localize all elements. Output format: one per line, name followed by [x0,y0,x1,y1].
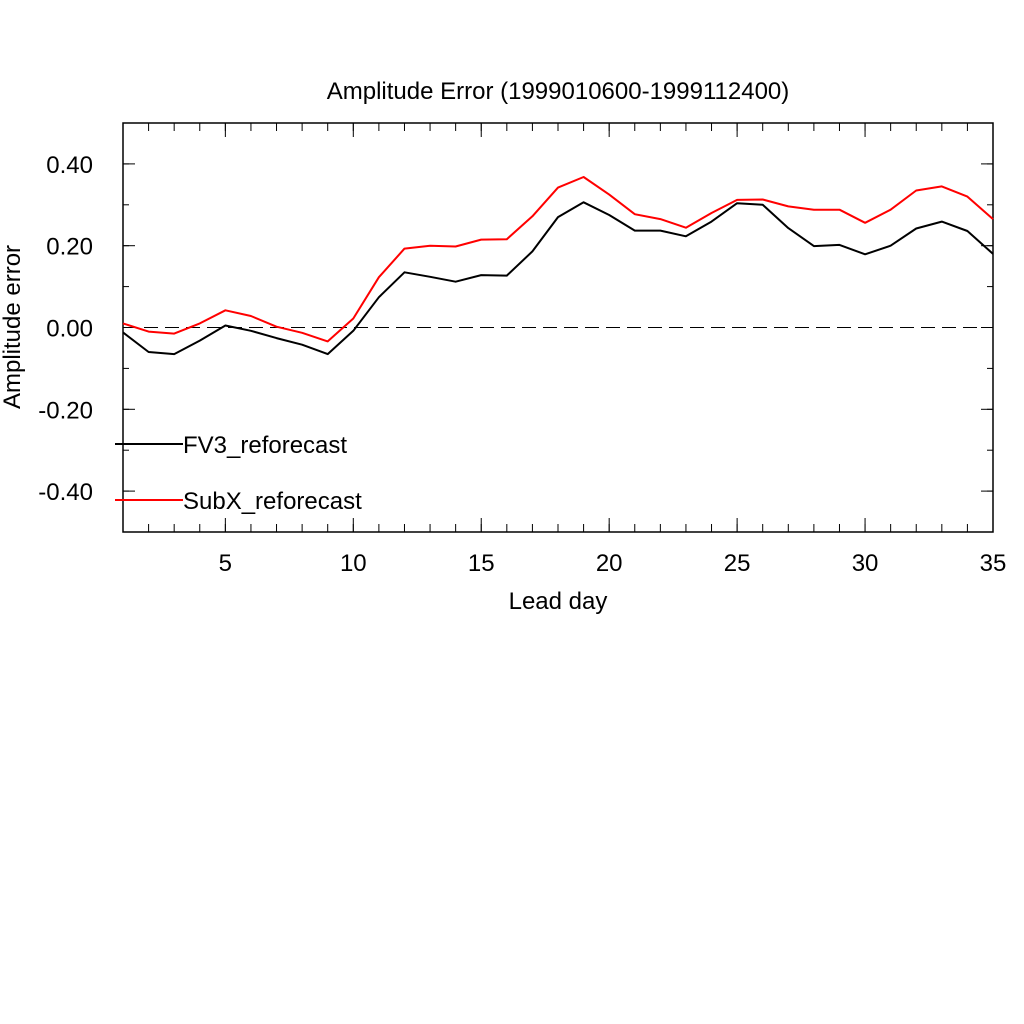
y-tick-label: 0.20 [46,234,93,261]
x-tick-label: 20 [596,550,623,577]
x-tick-label: 10 [340,550,367,577]
legend-label: FV3_reforecast [183,432,347,459]
series-line-fv3-reforecast [122,201,994,356]
x-tick-label: 25 [724,550,751,577]
plot-area: 5 10 15 20 25 30 35 -0.40 -0.20 0.00 0.20 0.40 FV3_r… [38,122,1007,577]
y-tick-label: -0.40 [38,479,93,506]
x-tick-label: 15 [468,550,495,577]
y-tick-label: -0.20 [38,397,93,424]
x-tick-label: 35 [980,550,1007,577]
series-line-subx-reforecast [122,176,994,343]
y-tick-label: 0.00 [46,316,93,343]
legend-label: SubX_reforecast [183,488,362,515]
y-axis-label: Amplitude error [0,245,26,409]
x-tick-label: 30 [852,550,879,577]
chart-title: Amplitude Error (1999010600-1999112400) [327,78,790,105]
y-tick-label: 0.40 [46,152,93,179]
x-axis-label: Lead day [509,588,608,615]
x-tick-label: 5 [219,550,232,577]
